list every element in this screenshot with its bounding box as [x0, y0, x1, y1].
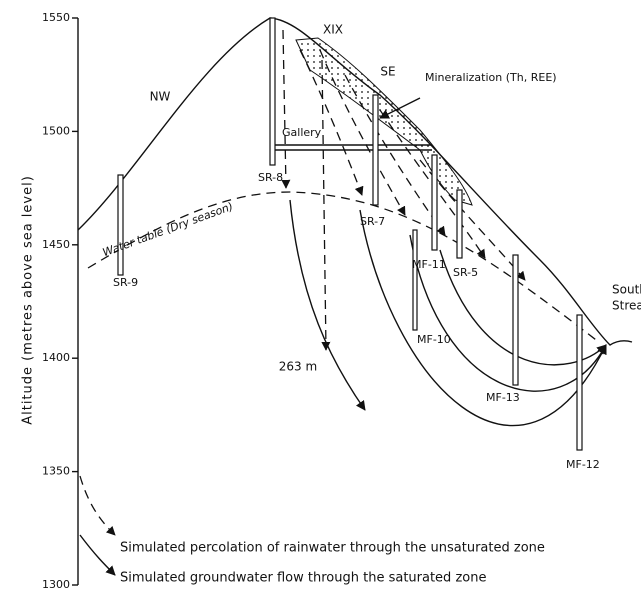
label: Gallery	[282, 126, 322, 139]
well-label: SR-7	[360, 215, 385, 228]
legend-text: Simulated groundwater flow through the s…	[120, 571, 486, 586]
label: Stream	[612, 299, 641, 313]
label: SE	[380, 65, 395, 79]
label: Mineralization (Th, REE)	[425, 71, 557, 84]
water-table	[88, 192, 600, 343]
well-label: MF-13	[486, 391, 520, 404]
legend-text: Simulated percolation of rainwater throu…	[120, 541, 545, 556]
axis-label: Altitude (metres above sea level)	[21, 175, 36, 425]
tick-label: 1350	[42, 465, 70, 478]
well-label: SR-9	[113, 276, 138, 289]
tick-label: 1300	[42, 578, 70, 591]
legend: Simulated percolation of rainwater throu…	[120, 541, 545, 586]
tick-label: 1550	[42, 11, 70, 24]
percolation	[80, 30, 525, 535]
label: South	[612, 283, 641, 297]
diagram: Altitude (metres above sea level) 1300 13…	[0, 0, 641, 593]
y-axis: Altitude (metres above sea level) 1300 13…	[21, 11, 79, 591]
gallery	[275, 145, 432, 150]
well-label: MF-11	[412, 258, 446, 271]
label: XIX	[323, 23, 343, 37]
well-label: SR-8	[258, 171, 283, 184]
tick-label: 1400	[42, 351, 70, 364]
tick-label: 1500	[42, 124, 70, 137]
well-label: MF-12	[566, 458, 600, 471]
label: 263 m	[279, 360, 317, 374]
label: NW	[150, 90, 171, 104]
well-label: SR-5	[453, 266, 478, 279]
groundwater-flow	[80, 200, 606, 575]
well-label: MF-10	[417, 333, 451, 346]
tick-label: 1450	[42, 238, 70, 251]
